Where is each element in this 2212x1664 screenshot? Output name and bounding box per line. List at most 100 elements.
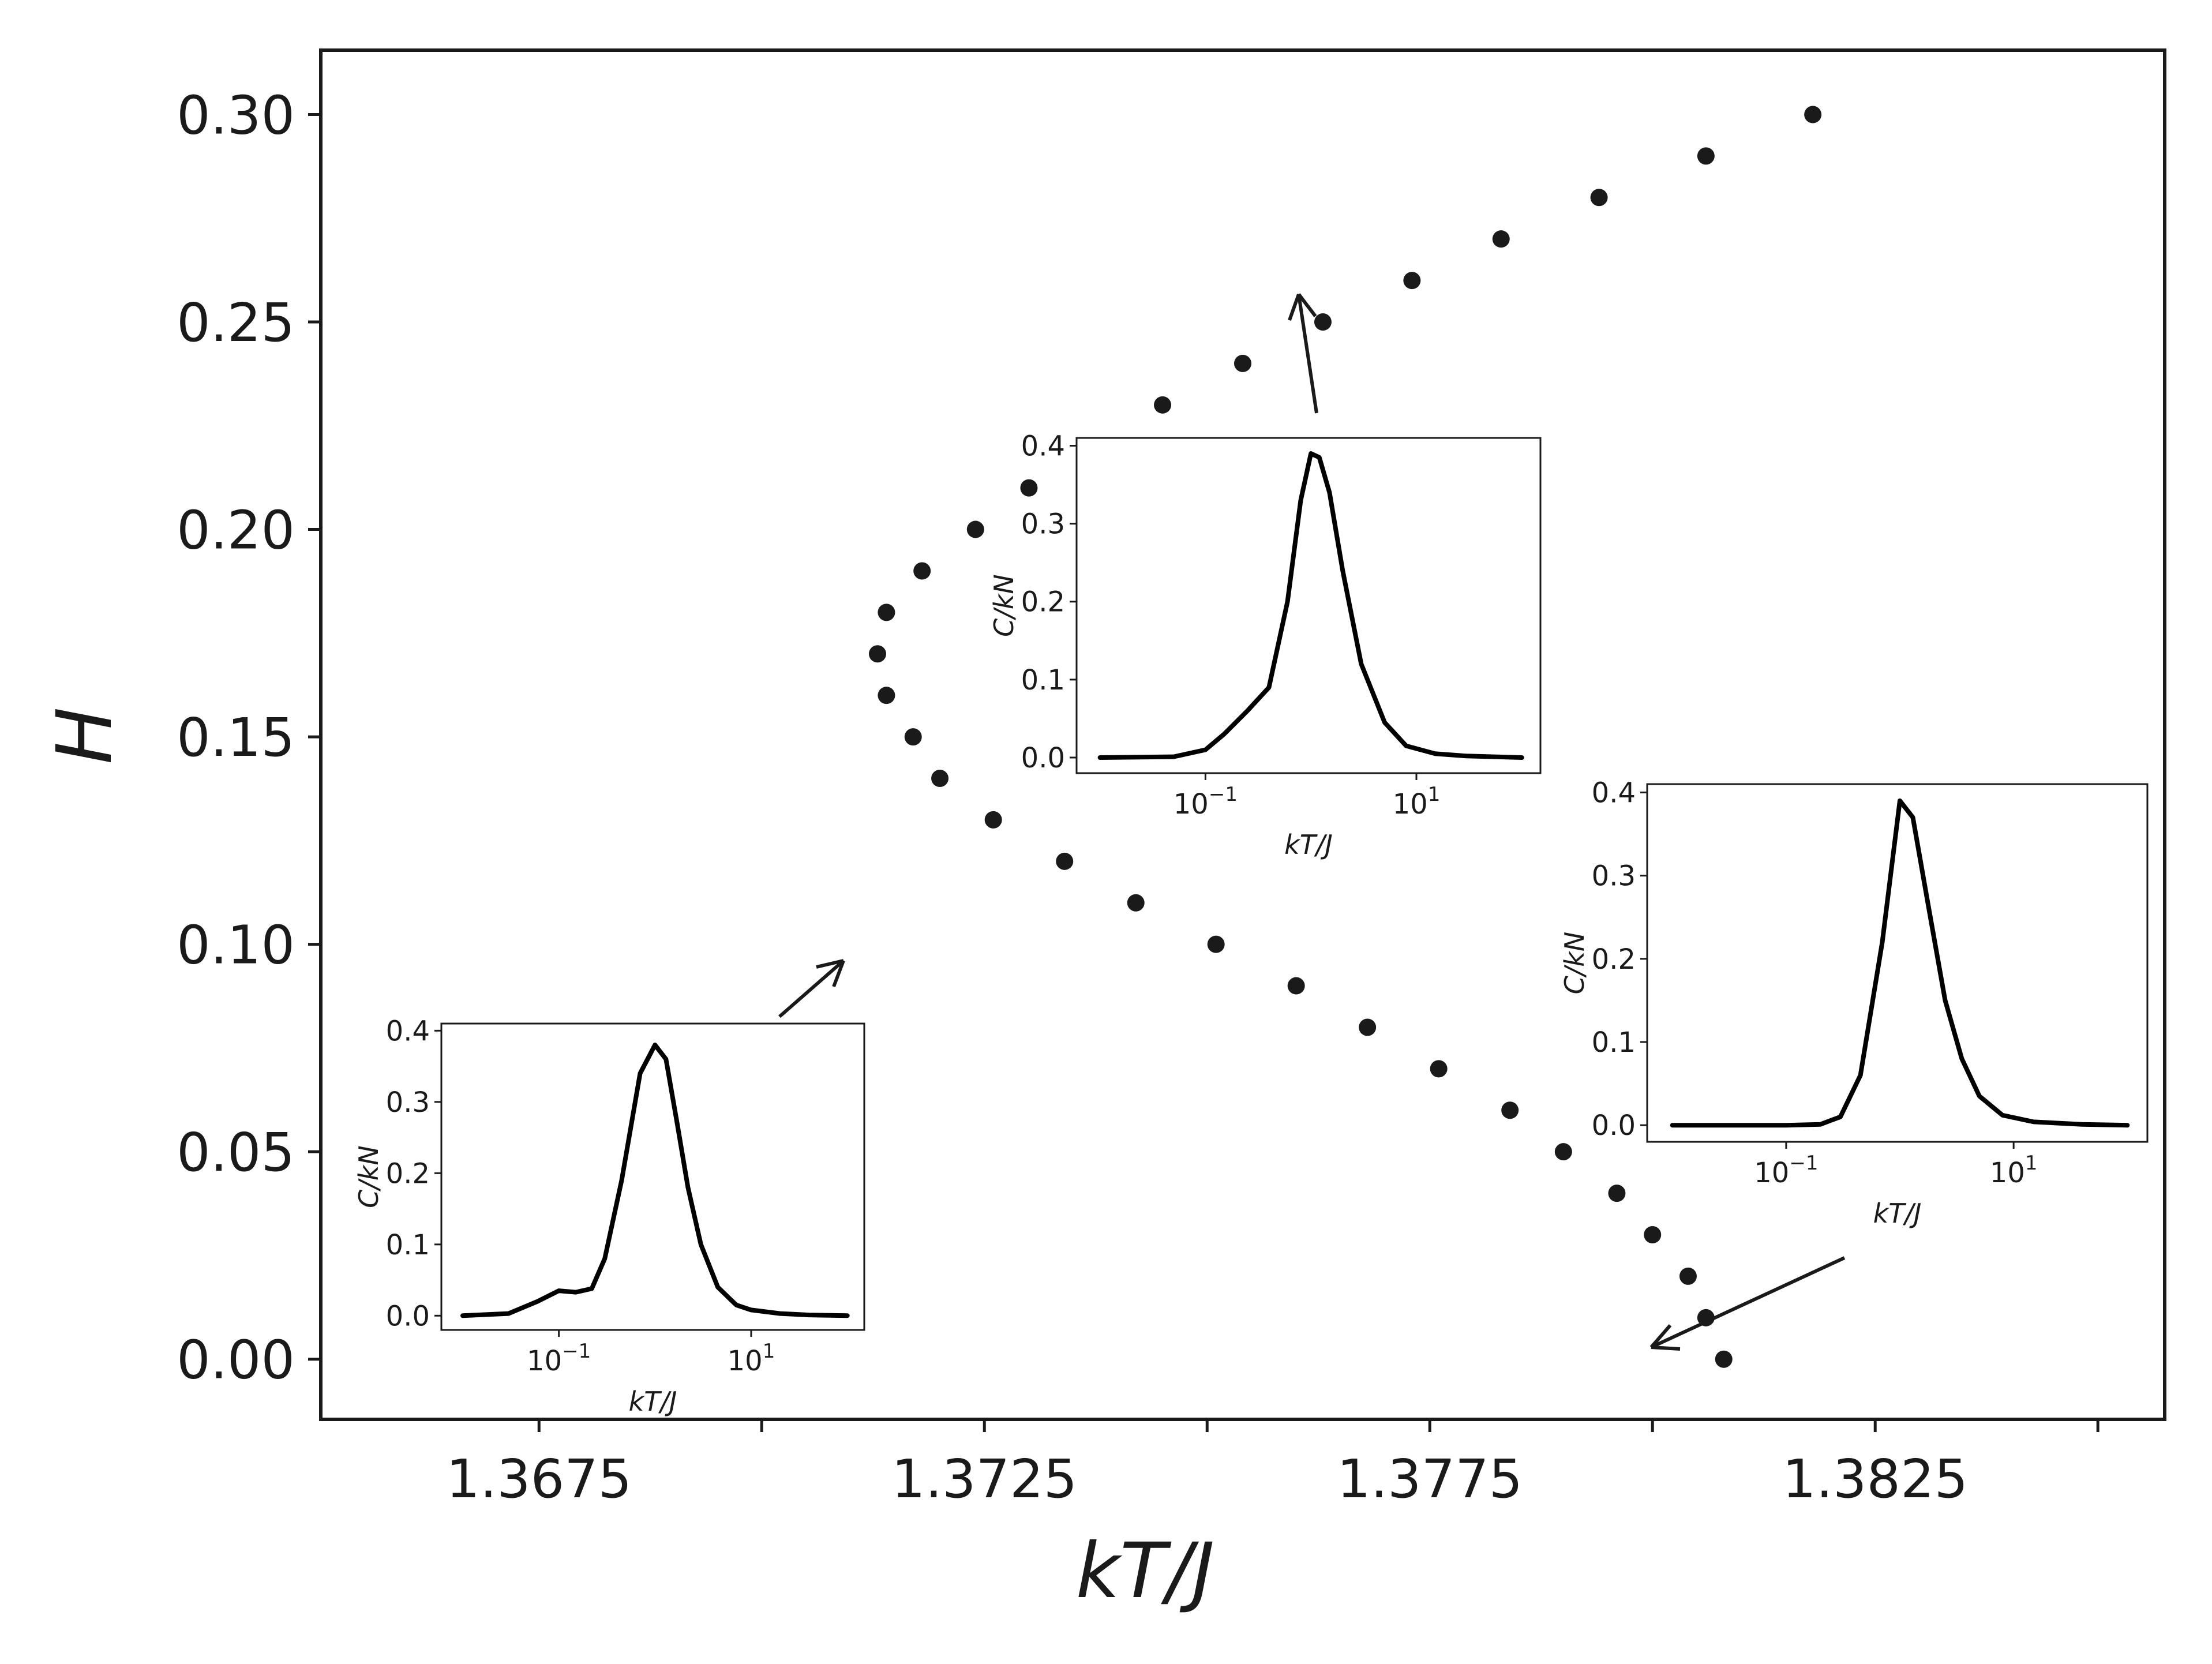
inset-x-tick-base: 10 xyxy=(728,1345,763,1377)
y-tick-label: 0.25 xyxy=(177,292,295,354)
scatter-point xyxy=(1430,1060,1448,1078)
main-plot-frame xyxy=(319,48,2166,1421)
scatter-point xyxy=(1287,977,1305,995)
inset-x-tick-base: 10 xyxy=(1990,1157,2025,1189)
scatter-point xyxy=(1127,894,1145,912)
scatter-point xyxy=(1697,147,1715,165)
inset-y-axis-label: C/kN xyxy=(353,1145,384,1208)
scatter-point xyxy=(1554,1143,1572,1161)
main-scatter-points xyxy=(868,106,1822,1368)
inset-x-tick-exponent: 1 xyxy=(763,1340,775,1363)
scatter-point xyxy=(1234,354,1251,372)
scatter-point xyxy=(1590,189,1608,207)
main-y-ticks: 0.00 0.05 0.10 0.15 0.20 0.25 0.30 xyxy=(177,84,321,1391)
inset-y-tick-label: 0.1 xyxy=(386,1229,430,1261)
scatter-point xyxy=(1314,313,1332,331)
inset-x-tick-base: 10 xyxy=(1754,1157,1789,1189)
inset-y-tick-label: 0.1 xyxy=(1592,1026,1636,1059)
inset-x-tick-label: 10−1 xyxy=(1174,783,1238,820)
inset-x-tick-label: 10−1 xyxy=(527,1340,591,1377)
inset-x-tick-exponent: 1 xyxy=(1428,783,1441,806)
specific-heat-curve xyxy=(460,1043,850,1318)
inset-frame xyxy=(440,1022,865,1331)
inset-x-tick-base: 10 xyxy=(1393,788,1428,820)
scatter-point xyxy=(1359,1018,1377,1036)
inset-y-axis-label: C/kN xyxy=(988,574,1019,637)
scatter-point xyxy=(1679,1267,1697,1285)
scatter-point xyxy=(878,604,895,621)
scatter-point xyxy=(1492,230,1510,248)
inset-x-tick-base: 10 xyxy=(1174,788,1209,820)
scatter-point xyxy=(1501,1101,1519,1119)
scatter-point xyxy=(878,687,895,704)
inset-x-axis-label: kT/J xyxy=(1284,829,1333,860)
y-tick-label: 0.15 xyxy=(177,707,295,769)
scatter-point xyxy=(1403,272,1421,290)
inset-y-tick-label: 0.1 xyxy=(1021,664,1065,696)
inset-background xyxy=(1647,784,2147,1142)
arrow-to-point-h-0-00 xyxy=(1649,1256,1846,1351)
inset-frame xyxy=(1075,437,1542,774)
inset-x-tick-base: 10 xyxy=(527,1345,562,1377)
inset-y-tick-label: 0.4 xyxy=(1021,430,1065,463)
main-y-axis-label: H xyxy=(40,707,129,764)
inset-y-tick-label: 0.3 xyxy=(386,1086,430,1119)
scatter-point xyxy=(1608,1185,1626,1202)
inset-x-tick-exponent: −1 xyxy=(1789,1152,1818,1175)
x-tick-label: 1.3675 xyxy=(446,1448,632,1510)
annotation-arrows xyxy=(778,293,1846,1351)
inset-background xyxy=(441,1024,864,1330)
x-tick-label: 1.3825 xyxy=(1782,1448,1968,1510)
inset-x-tick-exponent: 1 xyxy=(2025,1152,2038,1175)
y-tick-label: 0.00 xyxy=(177,1329,295,1391)
main-plot: 1.3675 1.3725 1.3775 1.3825 0.00 0.05 0.10 0.1… xyxy=(40,48,2166,1616)
inset-y-tick-label: 0.0 xyxy=(1021,742,1065,774)
y-tick-label: 0.10 xyxy=(177,915,295,976)
scatter-point xyxy=(868,645,886,663)
inset-x-tick-label: 10−1 xyxy=(1754,1152,1818,1189)
scatter-point xyxy=(931,770,949,788)
scatter-point xyxy=(1207,935,1225,953)
inset-x-tick-exponent: −1 xyxy=(1209,783,1238,806)
x-tick-label: 1.3775 xyxy=(1337,1448,1523,1510)
scatter-point xyxy=(1715,1350,1733,1368)
inset-y-tick-label: 0.0 xyxy=(386,1300,430,1332)
inset-frame xyxy=(1646,783,2149,1143)
main-x-axis-label: kT/J xyxy=(1076,1527,1214,1616)
inset-y-tick-label: 0.3 xyxy=(1021,508,1065,541)
x-tick-label: 1.3725 xyxy=(891,1448,1077,1510)
specific-heat-curve xyxy=(1097,451,1524,760)
inset-x-axis-label: kT/J xyxy=(1873,1198,1922,1229)
y-tick-label: 0.30 xyxy=(177,84,295,146)
inset-x-tick-label: 101 xyxy=(1990,1152,2038,1189)
inset-x-tick-label: 101 xyxy=(1393,783,1441,820)
scatter-point xyxy=(984,811,1002,829)
inset-x-tick-exponent: −1 xyxy=(562,1340,591,1363)
specific-heat-curve xyxy=(1670,798,2130,1128)
scatter-point xyxy=(966,520,984,538)
inset-y-axis-label: C/kN xyxy=(1559,932,1590,995)
inset-x-tick-label: 101 xyxy=(728,1340,775,1377)
scatter-point xyxy=(1644,1226,1662,1244)
inset-background xyxy=(1077,438,1540,773)
main-x-ticks: 1.3675 1.3725 1.3775 1.3825 xyxy=(446,1419,2099,1510)
arrow-to-point-h-0-10 xyxy=(778,959,845,1018)
arrow-to-point-h-0-26 xyxy=(1288,293,1318,414)
inset-x-axis-label: kT/J xyxy=(629,1386,677,1417)
inset-y-tick-label: 0.4 xyxy=(1592,777,1636,809)
inset-y-tick-label: 0.0 xyxy=(1592,1110,1636,1142)
y-tick-label: 0.05 xyxy=(177,1122,295,1183)
inset-y-tick-label: 0.4 xyxy=(386,1015,430,1047)
scatter-point xyxy=(913,562,931,580)
insets: 0.00.10.20.30.410−1 101kT/JC/kN0.00.10.20… xyxy=(353,430,2149,1417)
inset-y-tick-label: 0.3 xyxy=(1592,860,1636,893)
scatter-point xyxy=(1154,396,1172,414)
inset-y-tick-label: 0.2 xyxy=(386,1157,430,1190)
scatter-point xyxy=(1020,479,1038,497)
scatter-point xyxy=(1804,106,1822,123)
scatter-point xyxy=(904,728,922,746)
inset-y-tick-label: 0.2 xyxy=(1021,586,1065,619)
